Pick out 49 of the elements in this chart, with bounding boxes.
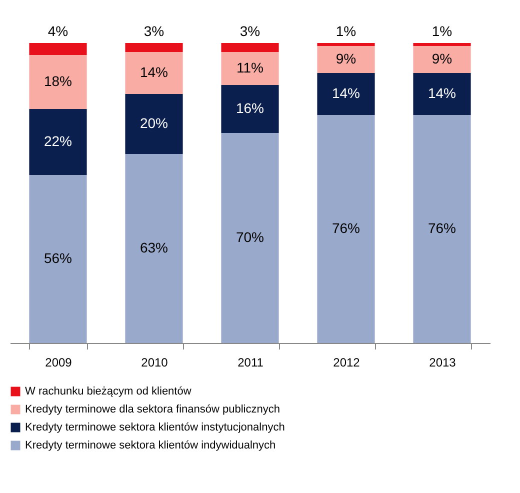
data-label: 11% (236, 60, 264, 76)
legend-label: Kredyty terminowe dla sektora finansów publicznych (25, 404, 280, 416)
x-tick-label: 2011 (238, 356, 264, 370)
bar (317, 46, 375, 73)
data-label: 16% (236, 100, 264, 116)
legend-label: W rachunku bieżącym od klientów (25, 386, 192, 398)
bar (125, 52, 183, 94)
data-label: 1% (432, 23, 452, 39)
bar (29, 43, 87, 55)
bar (29, 55, 87, 109)
data-label: 70% (236, 229, 264, 245)
bar (29, 109, 87, 175)
bar (125, 43, 183, 52)
bar (413, 73, 471, 115)
bar (317, 73, 375, 115)
bar (413, 43, 471, 46)
data-label: 9% (432, 50, 452, 66)
data-label: 76% (332, 220, 360, 236)
data-label: 63% (140, 240, 168, 256)
data-label: 20% (140, 115, 168, 131)
data-label: 4% (48, 23, 68, 39)
bar (413, 115, 471, 343)
data-label: 56% (44, 250, 72, 266)
bar (29, 175, 87, 343)
bar (413, 46, 471, 73)
x-tick-label: 2012 (333, 356, 360, 370)
bar (221, 52, 279, 85)
bar (221, 43, 279, 52)
data-label: 14% (428, 85, 456, 101)
data-label: 9% (336, 50, 356, 66)
data-label: 76% (428, 220, 456, 236)
x-tick-label: 2009 (45, 356, 72, 370)
legend-label: Kredyty terminowe sektora klientów instytucjonalnych (25, 422, 285, 434)
data-label: 3% (240, 23, 260, 39)
data-label: 14% (140, 64, 168, 80)
data-label: 18% (44, 73, 72, 89)
data-label: 1% (336, 23, 356, 39)
bar (317, 115, 375, 343)
x-tick-label: 2010 (141, 356, 168, 370)
bar (125, 154, 183, 343)
bar (221, 85, 279, 133)
data-label: 22% (44, 133, 72, 149)
x-tick-label: 2013 (429, 356, 456, 370)
bar (317, 43, 375, 46)
bar (221, 133, 279, 343)
bar (125, 94, 183, 154)
data-label: 14% (332, 85, 360, 101)
data-label: 3% (144, 23, 164, 39)
legend-label: Kredyty terminowe sektora klientów indywidualnych (25, 440, 276, 452)
